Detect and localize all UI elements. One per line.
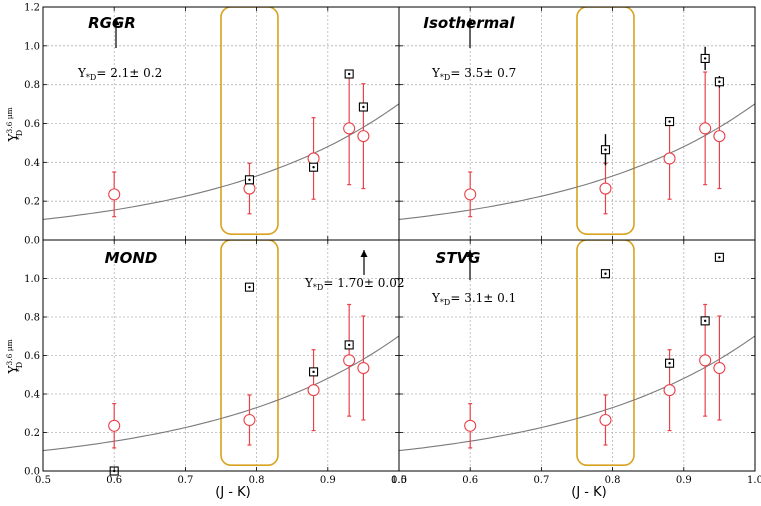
reference-point xyxy=(108,419,121,432)
y-tick-label: 0.2 xyxy=(24,428,40,439)
reference-point xyxy=(343,354,356,367)
arrow-head xyxy=(466,18,474,25)
model-point-center xyxy=(703,57,707,60)
reference-point xyxy=(243,413,256,427)
reference-point xyxy=(599,182,612,195)
y-tick-label: 0.4 xyxy=(24,390,40,401)
x-tick-label: 0.6 xyxy=(462,475,478,486)
x-tick-label: 0.6 xyxy=(106,475,122,486)
model-curve xyxy=(43,335,399,452)
reference-point xyxy=(464,419,477,432)
panel-title: STVG xyxy=(436,249,481,267)
reference-point xyxy=(699,122,712,135)
reference-point xyxy=(713,130,726,143)
model-point-center xyxy=(604,148,607,151)
reference-point xyxy=(307,384,320,397)
y-tick-label: 1.2 xyxy=(24,3,40,14)
y-tick-label: 0.0 xyxy=(24,236,40,247)
x-tick-label: 0.5 xyxy=(35,475,51,486)
reference-point xyxy=(464,188,477,201)
model-point-center xyxy=(718,80,721,83)
x-tick-label: 0.9 xyxy=(320,475,336,486)
x-axis-label: (J - K) xyxy=(571,485,606,500)
model-point-center xyxy=(347,343,351,347)
reference-point xyxy=(699,354,712,367)
x-tick-label: 0.5 xyxy=(391,475,407,486)
panel-top-left: 0.0 0.2 0.4 0.6 0.8 1.0 1.2 Y3.6 μm*D RGGR Y*D= 2… xyxy=(5,3,400,247)
reference-point xyxy=(599,413,612,427)
x-tick-label: 1.0 xyxy=(391,475,407,486)
reference-point xyxy=(343,122,356,135)
model-point-center xyxy=(668,120,671,123)
reference-point xyxy=(663,384,676,397)
tick-marks xyxy=(398,239,756,472)
panel-title: MOND xyxy=(105,249,158,267)
highlight-box xyxy=(576,240,635,467)
x-tick-label: 0.8 xyxy=(605,475,621,486)
model-point-center xyxy=(312,165,315,169)
x-tick-label: 0.8 xyxy=(249,475,265,486)
y-tick-label: 0.0 xyxy=(24,467,40,478)
reference-point xyxy=(663,152,676,165)
highlight-box xyxy=(220,240,279,467)
y-tick-label: 0.6 xyxy=(24,119,40,130)
best-fit-annotation: Y*D= 3.1± 0.1 xyxy=(431,291,516,307)
panel-title: RGGR xyxy=(88,14,136,32)
model-point-center xyxy=(248,285,251,289)
model-point-center xyxy=(347,72,351,76)
y-axis-label: Y3.6 μm*D xyxy=(5,107,24,142)
arrow-head xyxy=(360,250,368,257)
best-fit-annotation: Y*D= 1.70± 0.02 xyxy=(304,276,405,292)
arrow-head xyxy=(466,250,474,257)
reference-point xyxy=(307,152,320,165)
model-curve xyxy=(399,335,755,452)
y-tick-label: 0.8 xyxy=(24,313,40,324)
reference-point xyxy=(357,361,370,375)
x-tick-label: 1.0 xyxy=(747,475,761,486)
reference-point xyxy=(713,361,726,375)
x-tick-label: 0.7 xyxy=(177,475,193,486)
model-curve xyxy=(399,103,755,220)
reference-point xyxy=(243,182,256,195)
y-tick-label: 1.0 xyxy=(24,274,40,285)
reference-point xyxy=(108,188,121,201)
model-point-center xyxy=(718,256,721,259)
y-tick-label: 0.4 xyxy=(24,158,40,169)
model-point-center xyxy=(248,178,251,182)
y-tick-label: 0.6 xyxy=(24,351,40,362)
x-tick-label: 0.7 xyxy=(533,475,549,486)
tick-marks xyxy=(398,6,756,241)
y-tick-label: 0.2 xyxy=(24,197,40,208)
panel-bottom-left: 0.5 0.6 0.7 0.8 0.9 1.0 0.0 0.2 0.4 0.6 0.8 1.0 (J -… xyxy=(5,239,407,500)
y-tick-label: 1.0 xyxy=(24,41,40,52)
model-point-center xyxy=(362,105,365,109)
y-tick-label: 0.8 xyxy=(24,80,40,91)
panel-bottom-right: 0.5 0.6 0.7 0.8 0.9 1.0 (J - K) STVG Y*D= 3.1± 0… xyxy=(391,239,761,500)
highlight-box xyxy=(576,7,635,235)
model-curve xyxy=(43,103,399,220)
y-axis-label: Y3.6 μm*D xyxy=(5,339,24,374)
best-fit-annotation: Y*D= 2.1± 0.2 xyxy=(77,66,162,82)
best-fit-annotation: Y*D= 3.5± 0.7 xyxy=(431,66,516,82)
reference-point xyxy=(357,130,370,143)
model-point-center xyxy=(312,370,315,374)
model-point-center xyxy=(604,272,607,275)
highlight-box xyxy=(220,7,279,235)
arrow-head xyxy=(112,18,120,25)
panel-top-right: IsothermalY*D= 3.5± 0.7 xyxy=(398,6,756,241)
model-point-center xyxy=(703,319,707,323)
x-tick-label: 0.9 xyxy=(676,475,692,486)
x-axis-label: (J - K) xyxy=(215,485,250,500)
model-point-center xyxy=(668,362,671,365)
